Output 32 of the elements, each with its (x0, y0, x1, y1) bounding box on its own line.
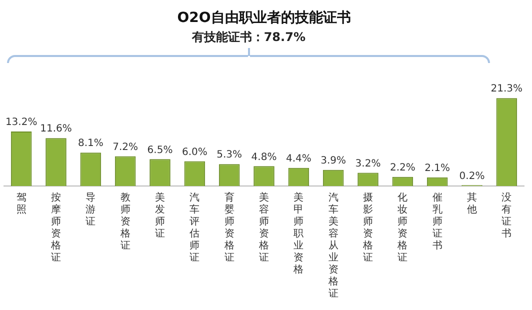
x-tick-label: 美发师证 (155, 192, 165, 240)
x-tick-label: 美容师资格证 (258, 192, 269, 264)
x-tick-label: 美甲师职业资格 (292, 192, 304, 276)
x-tick-label: 没有证书 (502, 192, 512, 240)
data-label: 2.2% (390, 162, 416, 174)
x-tick-label: 汽车评估师证 (190, 192, 200, 264)
text: 有技能证书：78.7% (192, 28, 306, 46)
data-label: 7.2% (112, 142, 138, 153)
x-tick-label: 驾照 (16, 192, 26, 216)
x-tick-label: 其他 (467, 192, 477, 216)
data-label: 6.5% (147, 144, 173, 156)
data-label: 3.2% (355, 158, 381, 170)
data-label: 2.1% (424, 162, 450, 174)
data-label: 4.8% (251, 152, 277, 163)
data-label: 5.3% (216, 150, 242, 161)
data-label: 11.6% (40, 124, 72, 135)
data-label: 13.2% (5, 117, 38, 128)
x-tick-label: 育婴师资格证 (223, 192, 234, 264)
x-tick-label: 导游证 (86, 192, 96, 228)
data-label: 8.1% (78, 138, 104, 150)
category-label: 汽车美容从业资格证 (328, 192, 338, 300)
x-tick-label: 催乳师证书 (432, 192, 442, 252)
data-label: 3.9% (320, 155, 346, 166)
x-tick-label: 化妆师资格证 (396, 192, 408, 264)
x-tick-label: 按摩师资格证 (50, 192, 61, 264)
data-label: 4.4% (286, 153, 312, 164)
data-label: 6.0% (182, 146, 208, 158)
chart-title: O2O自由职业者的技能证书 (177, 10, 351, 26)
data-label: 21.3% (490, 84, 523, 95)
data-label: 0.2% (459, 170, 485, 182)
x-tick-label: 教师资格证 (119, 192, 130, 252)
x-tick-label: 摄影师资格证 (362, 192, 373, 264)
